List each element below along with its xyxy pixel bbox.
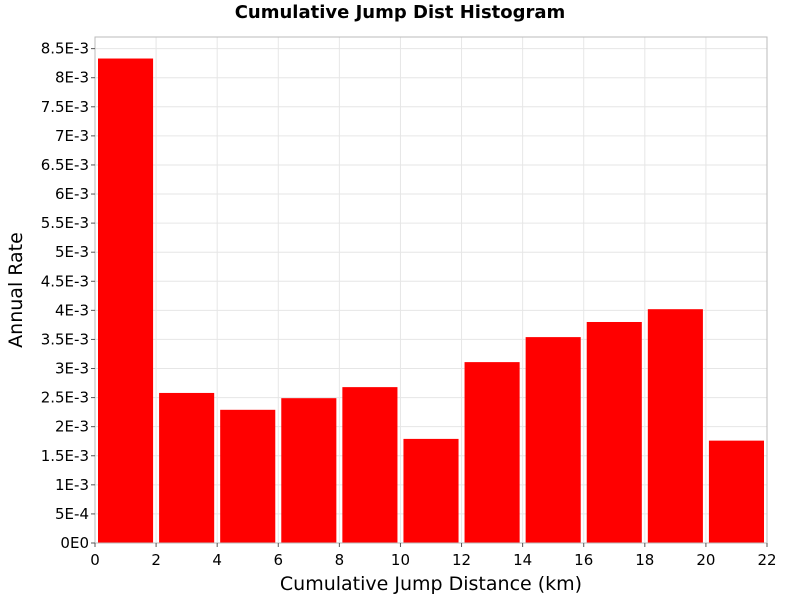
y-tick-label: 6.5E-3	[41, 156, 89, 174]
y-tick-label: 2.5E-3	[41, 389, 89, 407]
histogram-bar-0	[98, 58, 154, 544]
x-tick-label: 2	[151, 551, 161, 569]
histogram-bar-3	[281, 398, 337, 543]
y-tick-label: 3E-3	[55, 360, 89, 378]
y-tick-label: 0E0	[60, 534, 89, 552]
y-axis-ticks: 0E0 5E-4 1E-3 1.5E-3 2E-3 2.5E-3 3E-3 3.5E-3 4E-…	[41, 40, 95, 552]
x-tick-label: 0	[90, 551, 100, 569]
y-tick-label: 4E-3	[55, 301, 89, 319]
x-tick-label: 20	[696, 551, 715, 569]
histogram-bar-9	[647, 309, 703, 543]
x-tick-label: 18	[635, 551, 654, 569]
histogram-bar-7	[525, 337, 581, 543]
histogram-bar-4	[342, 387, 398, 543]
bars-group	[98, 58, 764, 544]
x-tick-label: 10	[391, 551, 410, 569]
x-tick-label: 12	[452, 551, 471, 569]
x-tick-label: 4	[212, 551, 222, 569]
y-tick-label: 5E-3	[55, 243, 89, 261]
y-tick-label: 3.5E-3	[41, 330, 89, 348]
y-tick-label: 6E-3	[55, 185, 89, 203]
x-tick-label: 16	[574, 551, 593, 569]
histogram-bar-10	[708, 440, 764, 543]
histogram-bar-8	[586, 321, 642, 543]
y-axis-label: Annual Rate	[5, 232, 27, 348]
chart-title: Cumulative Jump Dist Histogram	[234, 2, 566, 23]
y-tick-label: 8.5E-3	[41, 40, 89, 58]
x-tick-label: 22	[757, 551, 776, 569]
y-tick-label: 8E-3	[55, 69, 89, 87]
x-tick-label: 8	[335, 551, 345, 569]
y-tick-label: 5E-4	[55, 505, 89, 523]
x-axis-ticks: 0 2 4 6 8 10 12 14 16 18 20 22	[90, 543, 777, 569]
y-tick-label: 7.5E-3	[41, 98, 89, 116]
histogram-bar-5	[403, 438, 459, 543]
y-tick-label: 1.5E-3	[41, 447, 89, 465]
x-axis-label: Cumulative Jump Distance (km)	[280, 573, 582, 595]
y-tick-label: 5.5E-3	[41, 214, 89, 232]
histogram-bar-6	[464, 362, 520, 543]
x-tick-label: 6	[273, 551, 283, 569]
plot-border	[94, 36, 768, 544]
y-tick-label: 1E-3	[55, 476, 89, 494]
histogram-bar-1	[159, 392, 215, 543]
x-tick-label: 14	[513, 551, 532, 569]
y-tick-label: 4.5E-3	[41, 272, 89, 290]
histogram-bar-2	[220, 409, 276, 543]
y-tick-label: 7E-3	[55, 127, 89, 145]
y-tick-label: 2E-3	[55, 418, 89, 436]
